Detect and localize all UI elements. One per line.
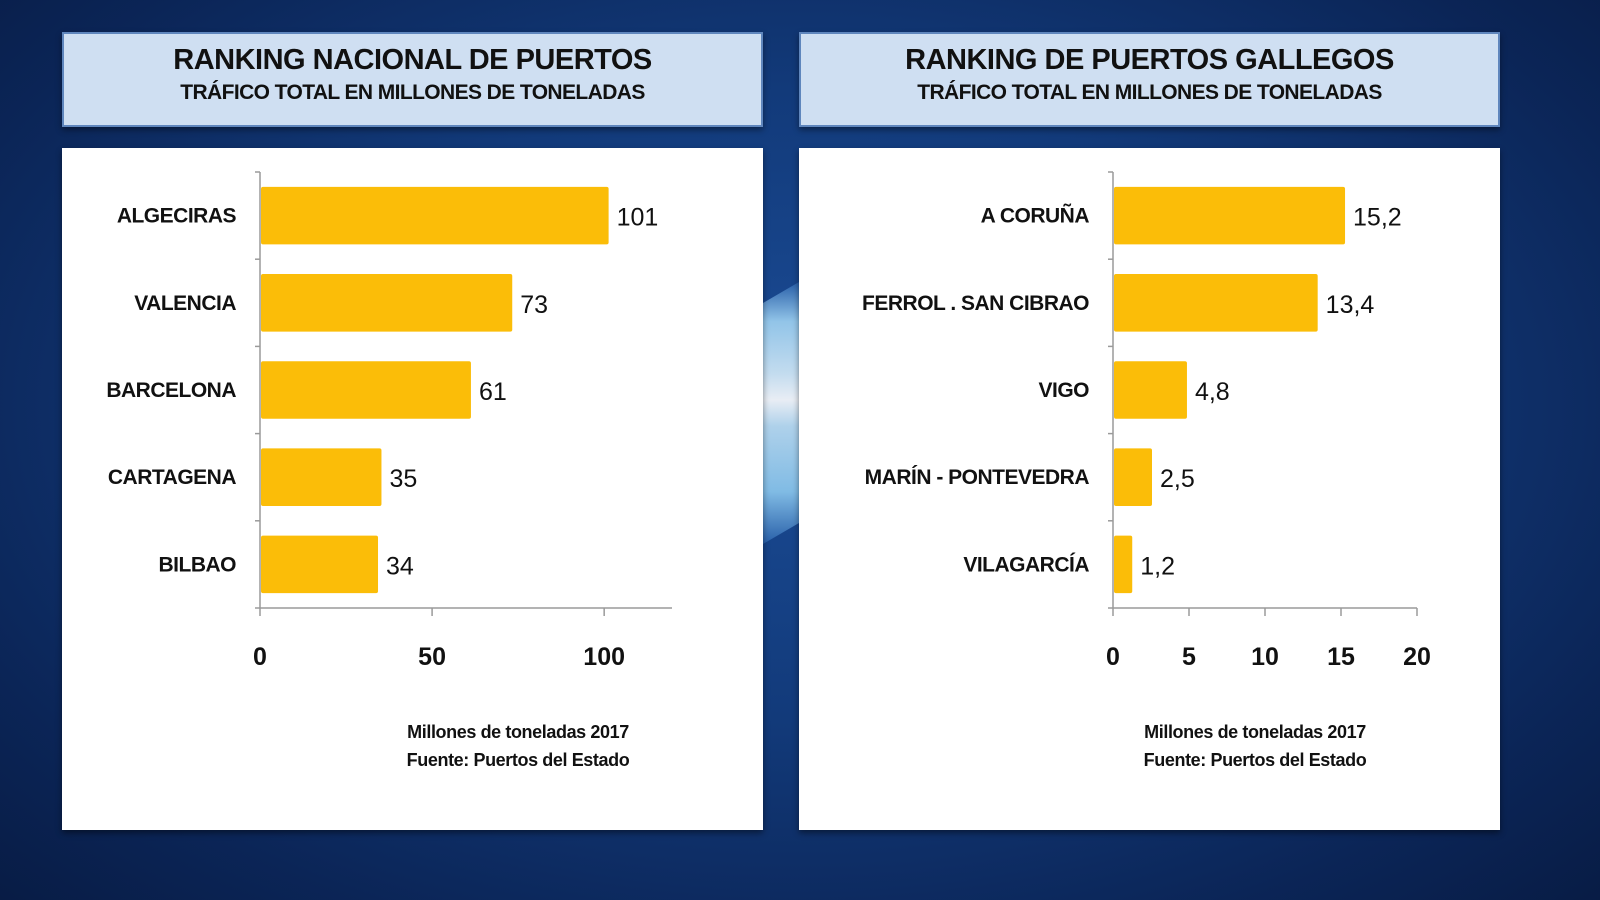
right-chart-source: Millones de toneladas 2017 Fuente: Puert… bbox=[1105, 718, 1405, 774]
x-tick-label: 100 bbox=[583, 643, 625, 671]
right-chart-panel: 0 5 10 15 20 A CORUÑA 15,2 FERROL . SAN CIBRAO 1… bbox=[799, 148, 1500, 830]
left-chart-title: RANKING NACIONAL DE PUERTOS bbox=[173, 44, 652, 76]
left-bar-chart: 0 50 100 ALGECIRAS 101 VALENCIA 73 BARCELONA 61 C… bbox=[106, 171, 672, 671]
category-label: ALGECIRAS bbox=[117, 205, 237, 228]
bar bbox=[261, 448, 382, 506]
value-label: 1,2 bbox=[1140, 552, 1175, 580]
bar bbox=[261, 274, 513, 332]
x-tick-label: 50 bbox=[418, 643, 446, 671]
bar bbox=[1114, 448, 1152, 506]
left-chart-panel: 0 50 100 ALGECIRAS 101 VALENCIA 73 BARCELONA 61 C… bbox=[62, 148, 763, 830]
category-label: BARCELONA bbox=[106, 379, 236, 402]
x-tick-label: 0 bbox=[253, 643, 267, 671]
value-label: 13,4 bbox=[1326, 291, 1375, 319]
right-bar-chart: 0 5 10 15 20 A CORUÑA 15,2 FERROL . SAN CIBRAO 1… bbox=[862, 171, 1431, 671]
category-label: FERROL . SAN CIBRAO bbox=[862, 292, 1089, 315]
value-label: 2,5 bbox=[1160, 465, 1195, 493]
left-chart-header: RANKING NACIONAL DE PUERTOS TRÁFICO TOTA… bbox=[62, 32, 763, 127]
category-label: A CORUÑA bbox=[981, 205, 1090, 228]
left-chart-subtitle: TRÁFICO TOTAL EN MILLONES DE TONELADAS bbox=[180, 81, 645, 104]
bar bbox=[1114, 361, 1187, 419]
x-tick-label: 5 bbox=[1182, 643, 1196, 671]
right-chart-title: RANKING DE PUERTOS GALLEGOS bbox=[905, 44, 1394, 76]
value-label: 4,8 bbox=[1195, 378, 1230, 406]
x-tick-label: 10 bbox=[1251, 643, 1279, 671]
divider-glow-decoration bbox=[763, 282, 799, 544]
right-note-source: Fuente: Puertos del Estado bbox=[1143, 750, 1367, 770]
bar bbox=[1114, 186, 1346, 245]
value-label: 73 bbox=[520, 291, 548, 319]
value-label: 35 bbox=[389, 465, 417, 493]
category-label: VILAGARCÍA bbox=[963, 553, 1089, 576]
left-note-source: Fuente: Puertos del Estado bbox=[406, 750, 630, 770]
bar bbox=[261, 186, 609, 245]
bar bbox=[261, 361, 471, 419]
right-note-units: Millones de toneladas 2017 bbox=[1144, 722, 1366, 742]
x-tick-label: 0 bbox=[1106, 643, 1120, 671]
left-note-units: Millones de toneladas 2017 bbox=[407, 722, 629, 742]
value-label: 101 bbox=[617, 204, 659, 232]
right-chart-header: RANKING DE PUERTOS GALLEGOS TRÁFICO TOTA… bbox=[799, 32, 1500, 127]
bar bbox=[1114, 274, 1318, 332]
bar bbox=[1114, 535, 1133, 594]
value-label: 34 bbox=[386, 552, 414, 580]
category-label: VALENCIA bbox=[134, 292, 236, 315]
category-label: MARÍN - PONTEVEDRA bbox=[865, 466, 1090, 489]
x-tick-label: 15 bbox=[1327, 643, 1355, 671]
bar bbox=[261, 535, 379, 594]
right-chart-subtitle: TRÁFICO TOTAL EN MILLONES DE TONELADAS bbox=[917, 81, 1382, 104]
x-tick-label: 20 bbox=[1403, 643, 1431, 671]
value-label: 61 bbox=[479, 378, 507, 406]
category-label: BILBAO bbox=[159, 553, 237, 576]
category-label: VIGO bbox=[1038, 379, 1089, 402]
left-chart-source: Millones de toneladas 2017 Fuente: Puert… bbox=[368, 718, 668, 774]
category-label: CARTAGENA bbox=[108, 466, 236, 489]
value-label: 15,2 bbox=[1353, 204, 1402, 232]
